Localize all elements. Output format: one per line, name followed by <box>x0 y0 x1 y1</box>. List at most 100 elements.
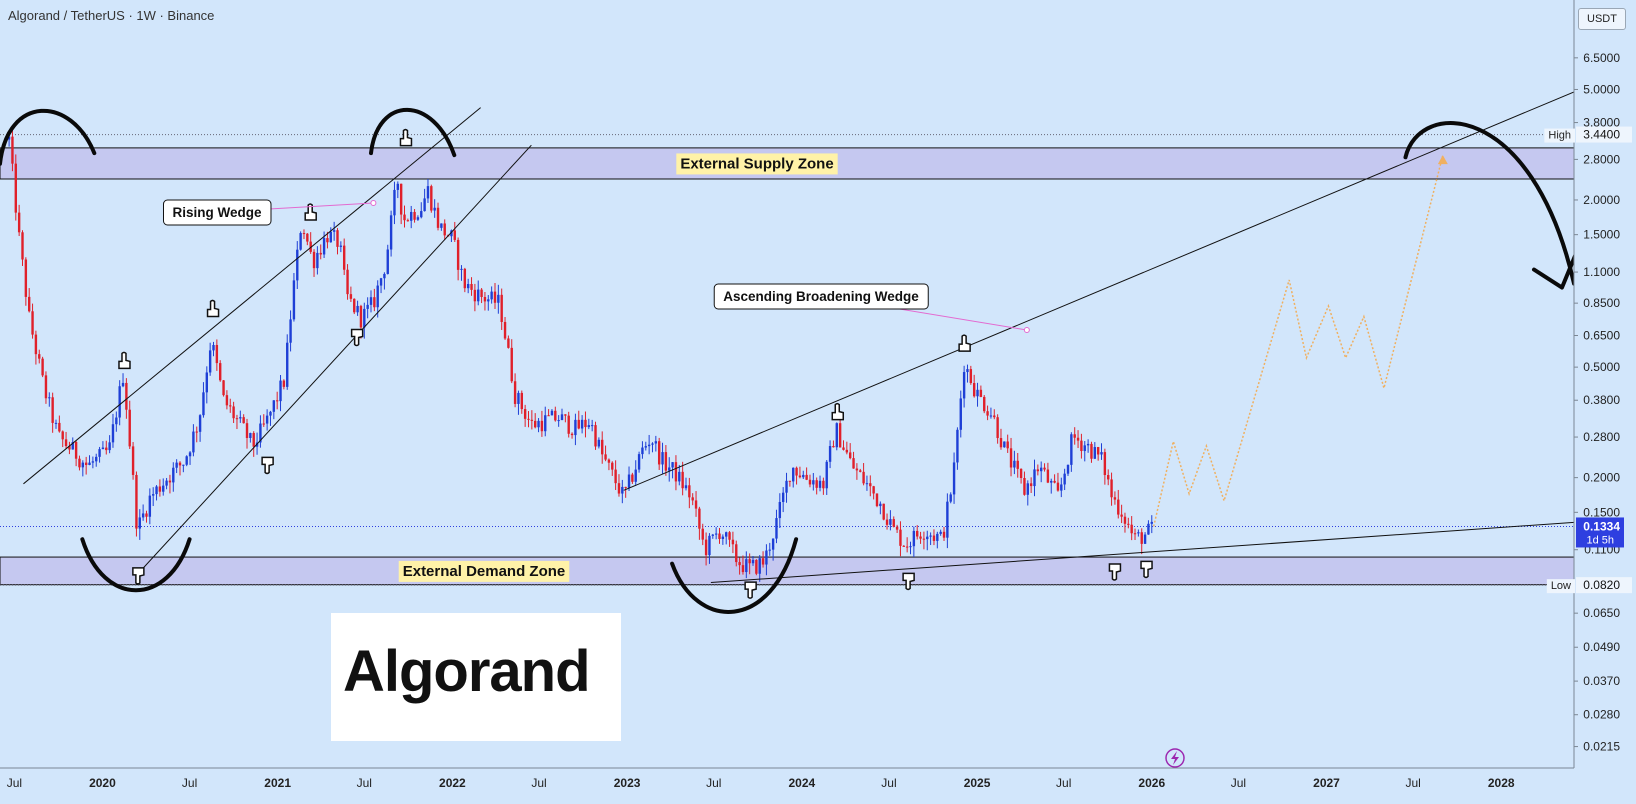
x-tick-label[interactable]: 2020 <box>89 776 116 790</box>
lightning-bolt-icon <box>1171 751 1179 765</box>
candle-body <box>393 189 396 216</box>
candle-body <box>1137 532 1140 534</box>
hand-pointing-up-icon <box>831 402 845 421</box>
candle-body <box>879 503 882 507</box>
candles-layer <box>7 129 1153 582</box>
x-tick-label[interactable]: Jul <box>182 776 197 790</box>
candle-body <box>795 467 798 476</box>
candle-body <box>1003 441 1006 448</box>
price-level-tag-bg-1 <box>1576 577 1632 594</box>
hand-pointing-down-icon <box>744 581 757 599</box>
x-tick-label[interactable]: 2027 <box>1313 776 1340 790</box>
lightning-badge-circle[interactable] <box>1165 748 1185 768</box>
trendline-0 <box>23 107 481 485</box>
candle-body <box>1117 499 1120 515</box>
candle-body <box>34 334 38 355</box>
candle-body <box>436 207 440 228</box>
candle-body <box>423 198 426 212</box>
candle-body <box>694 500 698 509</box>
candle-body <box>1110 479 1113 498</box>
candle-body <box>775 518 778 539</box>
candle-body <box>962 372 966 399</box>
zone-label-bg-1 <box>398 560 570 582</box>
candle-body <box>1133 533 1137 535</box>
candle-body <box>701 528 704 540</box>
x-tick-label[interactable]: 2026 <box>1138 776 1165 790</box>
candle-body <box>51 397 54 423</box>
hand-drawn-arc-0 <box>0 108 97 166</box>
x-tick-label[interactable]: Jul <box>531 776 546 790</box>
x-tick-label[interactable]: 2023 <box>614 776 641 790</box>
candle-body <box>624 486 627 488</box>
x-tick-label[interactable]: 2024 <box>788 776 815 790</box>
candle-body <box>115 417 118 425</box>
candle-body <box>11 136 14 164</box>
candle-body <box>225 395 229 406</box>
x-tick-label[interactable]: Jul <box>881 776 896 790</box>
hand-shape <box>261 456 274 475</box>
candle-body <box>721 536 725 540</box>
candle-body <box>406 220 410 222</box>
candle-body <box>359 305 363 328</box>
candle-body <box>621 486 624 494</box>
candle-body <box>926 536 929 540</box>
candle-body <box>939 531 942 534</box>
x-tick-label[interactable]: Jul <box>1056 776 1071 790</box>
candle-body <box>473 289 477 302</box>
x-tick-label[interactable]: Jul <box>7 776 22 790</box>
zone-label-bg-0 <box>676 153 838 175</box>
candle-body <box>95 456 98 462</box>
callout-text-1: Ascending Broadening Wedge <box>723 289 919 304</box>
candle-body <box>1100 452 1103 455</box>
hand-drawn-arc-2 <box>1403 121 1576 286</box>
candle-body <box>346 269 349 295</box>
x-tick-label[interactable]: 2025 <box>964 776 991 790</box>
candle-body <box>88 462 91 465</box>
candle-body <box>336 230 339 247</box>
candle-body <box>322 238 326 255</box>
candle-body <box>711 534 714 536</box>
candle-body <box>292 280 296 320</box>
candle-body <box>306 233 309 242</box>
candle-body <box>1127 523 1130 525</box>
x-tick-label[interactable]: Jul <box>1231 776 1246 790</box>
candle-body <box>818 480 822 488</box>
arc-arrowhead-icon <box>1532 251 1578 290</box>
candle-body <box>1113 497 1117 500</box>
candle-body <box>450 230 453 237</box>
candle-body <box>1026 483 1029 495</box>
candle-body <box>262 423 265 425</box>
x-tick-label[interactable]: Jul <box>1405 776 1420 790</box>
candle-body <box>466 283 470 289</box>
x-tick-label[interactable]: Jul <box>357 776 372 790</box>
hand-pointing-up-icon <box>206 299 220 318</box>
candle-body <box>125 382 128 410</box>
lightning-badge[interactable] <box>1165 748 1185 768</box>
candle-body <box>349 294 353 299</box>
candle-body <box>272 400 276 412</box>
candle-body <box>128 409 131 447</box>
x-tick-label[interactable]: Jul <box>706 776 721 790</box>
candle-body <box>892 519 895 527</box>
currency-selector[interactable]: USDT <box>1578 8 1626 30</box>
candle-body <box>17 212 21 233</box>
candle-body <box>657 441 661 465</box>
candle-body <box>483 297 487 302</box>
candle-body <box>1107 475 1110 480</box>
hand-pointing-up-icon <box>399 128 413 147</box>
candle-body <box>31 311 34 335</box>
candle-body <box>664 452 668 471</box>
trendline-3 <box>710 521 1574 584</box>
candle-body <box>279 380 282 402</box>
current-price-value: 0.1334 <box>1583 519 1620 533</box>
x-tick-label[interactable]: 2022 <box>439 776 466 790</box>
candle-body <box>383 273 386 279</box>
x-tick-label[interactable]: 2021 <box>264 776 291 790</box>
candle-body <box>48 397 51 399</box>
candle-body <box>433 207 436 211</box>
candle-body <box>141 513 145 518</box>
x-tick-label[interactable]: 2028 <box>1488 776 1515 790</box>
